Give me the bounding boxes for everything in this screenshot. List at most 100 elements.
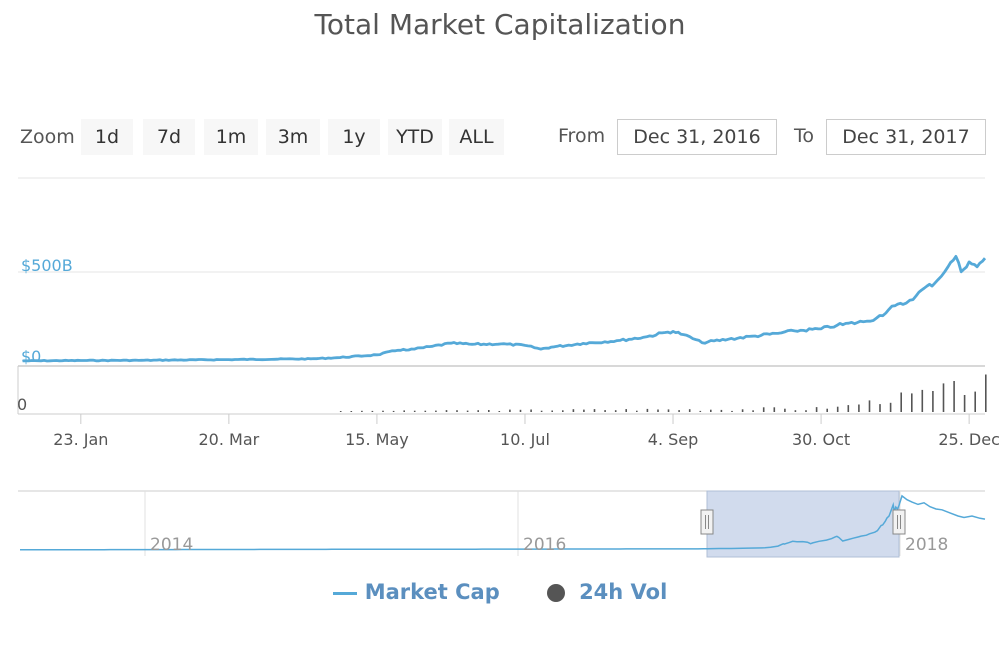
volume-bar (456, 410, 458, 412)
volume-bar (847, 405, 850, 412)
x-tick-label: 23. Jan (53, 430, 108, 449)
zoom-label: Zoom (20, 126, 75, 148)
volume-bar (413, 410, 416, 412)
volume-bar (784, 408, 786, 412)
x-tick-label: 15. May (345, 430, 409, 449)
volume-bar (921, 389, 924, 412)
x-tick-label: 25. Dec (938, 430, 1000, 449)
volume-bar (731, 410, 733, 412)
volume-bar (826, 408, 828, 412)
volume-bar (879, 404, 881, 412)
zoom-1m-button[interactable]: 1m (204, 119, 258, 155)
volume-bar (657, 409, 659, 412)
volume-bar (678, 410, 680, 412)
legend-line-swatch (332, 591, 357, 595)
volume-bar (477, 410, 479, 412)
navigator-series-line (20, 494, 986, 551)
volume-bar (424, 410, 427, 412)
volume-bar (392, 410, 395, 412)
zoom-1d-button[interactable]: 1d (81, 119, 133, 155)
legend: Market Cap 24h Vol (0, 580, 1000, 604)
navigator-left-handle[interactable] (700, 509, 714, 535)
legend-item-24h-vol[interactable]: 24h Vol (547, 580, 667, 604)
volume-bar (488, 410, 490, 412)
volume-bar (794, 410, 797, 412)
navigator-tick-2018: 2018 (905, 535, 948, 555)
volume-bar (985, 374, 987, 412)
range-to-label: To (794, 125, 815, 147)
market-cap-line[interactable] (22, 254, 987, 363)
range-to-input[interactable] (826, 119, 986, 155)
volume-bar (604, 410, 606, 412)
legend-label-market-cap: Market Cap (364, 580, 500, 604)
volume-bar (509, 409, 511, 412)
volume-bar (858, 404, 860, 412)
zoom-1y-button[interactable]: 1y (328, 119, 380, 155)
y-tick-label-0: $0 (21, 347, 41, 366)
volume-bar (762, 407, 765, 412)
x-tick-label: 10. Jul (500, 430, 550, 449)
volume-bar (773, 407, 776, 412)
zoom-ytd-button[interactable]: YTD (388, 119, 442, 155)
volume-bar (942, 383, 945, 412)
navigator-selection[interactable] (706, 490, 900, 558)
legend-dot-swatch (547, 584, 566, 602)
volume-bar (382, 410, 384, 412)
volume-bar (636, 410, 638, 412)
volume-bar (625, 409, 627, 412)
volume-bar (593, 409, 596, 412)
range-from-label: From (558, 125, 606, 147)
y-tick-label-500b: $500B (21, 256, 73, 275)
volume-bar (339, 411, 342, 412)
volume-bar (540, 410, 543, 412)
volume-bar (741, 409, 744, 412)
volume-bar (953, 381, 955, 412)
volume-axis-label: 0 (17, 395, 27, 414)
volume-bar (614, 410, 617, 412)
volume-bar (498, 411, 501, 412)
volume-bar (889, 402, 892, 412)
volume-bar (646, 408, 649, 412)
volume-bar (963, 395, 966, 412)
x-tick-label: 20. Mar (199, 430, 260, 449)
navigator[interactable]: 2014 2016 2018 (18, 490, 986, 558)
zoom-all-button[interactable]: ALL (449, 119, 504, 155)
legend-label-24h-vol: 24h Vol (579, 580, 668, 604)
legend-item-market-cap[interactable]: Market Cap (332, 580, 500, 604)
volume-bar (805, 410, 807, 412)
volume-bar (572, 409, 575, 412)
volume-bar (350, 411, 353, 412)
x-tick-label: 4. Sep (648, 430, 699, 449)
volume-bar (868, 400, 871, 412)
volume-bar (551, 410, 553, 412)
volume-bar (911, 393, 913, 412)
volume-bar (815, 407, 818, 412)
volume-bar (371, 410, 374, 412)
volume-bar (403, 410, 405, 412)
zoom-3m-button[interactable]: 3m (266, 119, 320, 155)
volume-bar (932, 391, 934, 412)
volume-bar (752, 410, 754, 412)
volume-bar (720, 409, 723, 412)
x-tick-label: 30. Oct (792, 430, 850, 449)
navigator-tick-2014: 2014 (150, 535, 193, 555)
volume-bar (688, 409, 691, 412)
volume-bar (699, 410, 702, 412)
volume-bar (519, 409, 522, 412)
volume-bar (667, 409, 670, 412)
volume-bar (361, 410, 363, 412)
volume-bar (445, 410, 448, 412)
range-from-input[interactable] (617, 119, 777, 155)
volume-bar (710, 409, 712, 412)
volume-bar (974, 391, 976, 412)
zoom-7d-button[interactable]: 7d (143, 119, 195, 155)
navigator-right-handle[interactable] (892, 509, 906, 535)
volume-bar (562, 410, 564, 412)
volume-bar (530, 409, 532, 412)
volume-bar (583, 409, 585, 412)
chart-title: Total Market Capitalization (314, 8, 686, 41)
volume-bar (900, 392, 902, 412)
volume-bar (836, 406, 839, 412)
navigator-tick-2016: 2016 (523, 535, 566, 555)
